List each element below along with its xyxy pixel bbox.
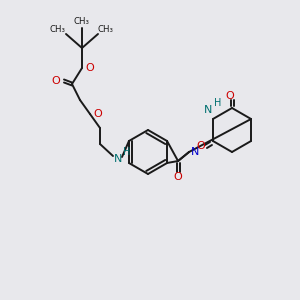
Text: O: O bbox=[174, 172, 182, 182]
Text: N: N bbox=[114, 154, 122, 164]
Text: N: N bbox=[204, 105, 212, 115]
Text: N: N bbox=[191, 147, 199, 157]
Text: O: O bbox=[52, 76, 60, 86]
Text: CH₃: CH₃ bbox=[98, 25, 114, 34]
Text: O: O bbox=[196, 141, 205, 151]
Text: H: H bbox=[123, 147, 131, 157]
Text: CH₃: CH₃ bbox=[74, 16, 90, 26]
Text: O: O bbox=[226, 91, 234, 101]
Text: CH₃: CH₃ bbox=[50, 25, 66, 34]
Text: O: O bbox=[85, 63, 94, 73]
Text: H: H bbox=[214, 98, 222, 108]
Text: O: O bbox=[94, 109, 102, 119]
